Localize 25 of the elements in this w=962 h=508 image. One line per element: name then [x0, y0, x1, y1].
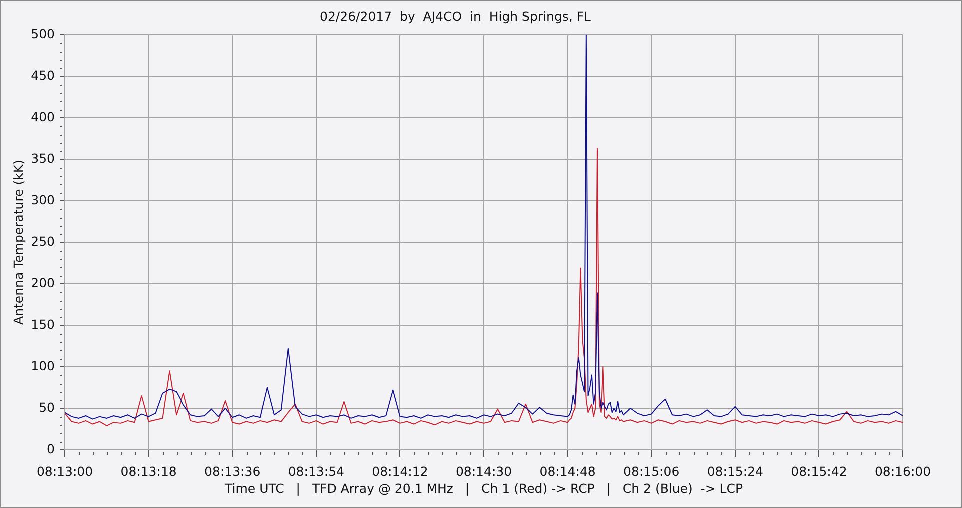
chart-title: 02/26/2017 by AJ4CO in High Springs, FL [320, 8, 592, 24]
y-tick-label: 250 [31, 234, 56, 249]
y-tick-label: 200 [31, 275, 56, 290]
x-tick-label: 08:15:42 [791, 464, 848, 479]
y-tick-label: 450 [31, 68, 56, 83]
y-tick-label: 150 [31, 316, 56, 332]
y-tick-label: 300 [31, 192, 56, 208]
y-tick-label: 50 [39, 400, 56, 415]
y-axis-title: Antenna Temperature (kK) [10, 160, 26, 325]
x-tick-label: 08:14:30 [456, 464, 512, 479]
y-tick-label: 350 [31, 150, 56, 166]
y-tick-label: 500 [31, 26, 56, 42]
x-tick-label: 08:15:06 [624, 464, 680, 479]
x-tick-label: 08:14:12 [372, 464, 428, 479]
y-tick-label: 0 [47, 441, 56, 456]
x-tick-label: 08:13:00 [36, 464, 94, 479]
x-tick-label: 08:15:24 [707, 464, 764, 479]
x-axis-title: Time UTC | TFD Array @ 20.1 MHz | Ch 1 (Red) -> RCP | Ch 2 (Blue) -> LCP [224, 480, 744, 496]
x-tick-label: 08:13:36 [204, 464, 261, 479]
y-tick-label: 100 [31, 358, 56, 374]
x-tick-label: 08:16:00 [874, 464, 932, 479]
x-tick-label: 08:13:18 [120, 464, 177, 479]
x-tick-label: 08:13:54 [288, 464, 345, 479]
x-tick-label: 08:14:48 [540, 464, 596, 479]
y-tick-label: 400 [31, 109, 56, 124]
